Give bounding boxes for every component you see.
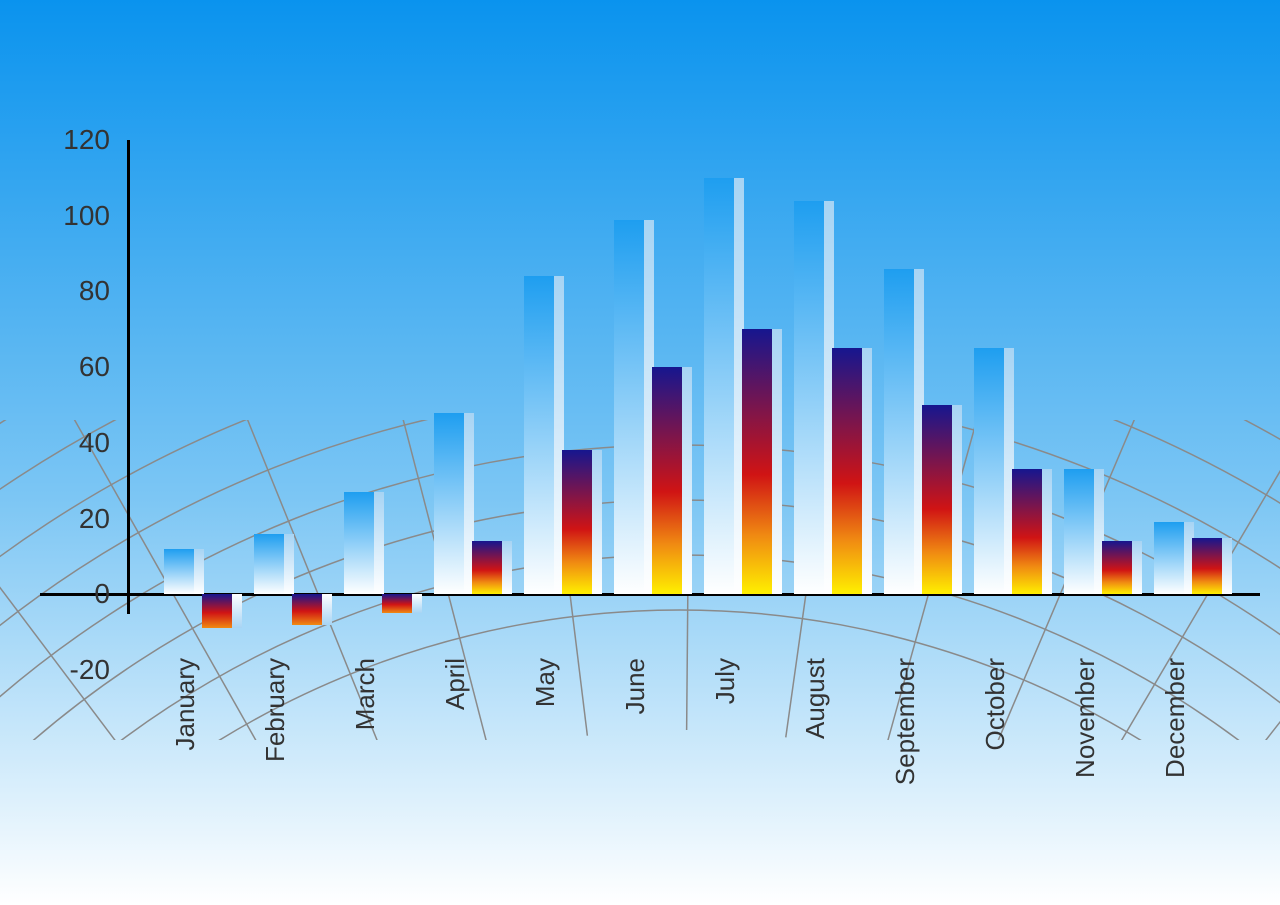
y-tick-label: 80 [79, 275, 128, 307]
x-category-label: May [530, 658, 561, 707]
bar-series-b [1012, 469, 1042, 594]
y-tick-label: 40 [79, 427, 128, 459]
bar-series-b [562, 450, 592, 594]
bar-series-b [472, 541, 502, 594]
plot-area: -20020406080100120 JanuaryFebruaryMarchA… [128, 140, 1228, 670]
y-tick-label: 100 [63, 200, 128, 232]
bar-series-a [434, 413, 464, 595]
x-category-label: April [440, 658, 471, 710]
bar-series-b [742, 329, 772, 594]
bar-series-a [164, 549, 194, 594]
y-tick-label: 60 [79, 351, 128, 383]
x-category-label: January [170, 658, 201, 751]
y-tick-label: 20 [79, 503, 128, 535]
bar-series-a [254, 534, 284, 595]
y-tick-label: 0 [94, 578, 128, 610]
x-category-label: September [890, 658, 921, 785]
x-category-label: July [710, 658, 741, 704]
x-category-label: October [980, 658, 1011, 751]
bar-series-a [1064, 469, 1094, 594]
x-category-label: March [350, 658, 381, 730]
x-category-label: August [800, 658, 831, 739]
bar-series-a [704, 178, 734, 594]
bar-series-b [292, 594, 322, 624]
x-category-label: December [1160, 658, 1191, 778]
bar-series-a [524, 276, 554, 594]
bar-series-b [652, 367, 682, 594]
bar-series-a [974, 348, 1004, 594]
y-tick-label: -20 [70, 654, 128, 686]
bar-series-b [922, 405, 952, 594]
y-tick-label: 120 [63, 124, 128, 156]
monthly-bar-chart: -20 0 20 40 60 80 100 120 January February March A… [0, 0, 1280, 905]
x-category-label: November [1070, 658, 1101, 778]
x-category-label: February [260, 658, 291, 762]
bar-series-a [794, 201, 824, 595]
bar-series-b [382, 594, 412, 613]
bar-series-a [884, 269, 914, 595]
bar-series-a [1154, 522, 1184, 594]
x-category-label: June [620, 658, 651, 714]
bar-series-b [202, 594, 232, 628]
bar-series-a [614, 220, 644, 595]
bar-series-a [344, 492, 374, 594]
bar-series-b [832, 348, 862, 594]
bar-series-b [1192, 538, 1222, 595]
bar-series-b [1102, 541, 1132, 594]
